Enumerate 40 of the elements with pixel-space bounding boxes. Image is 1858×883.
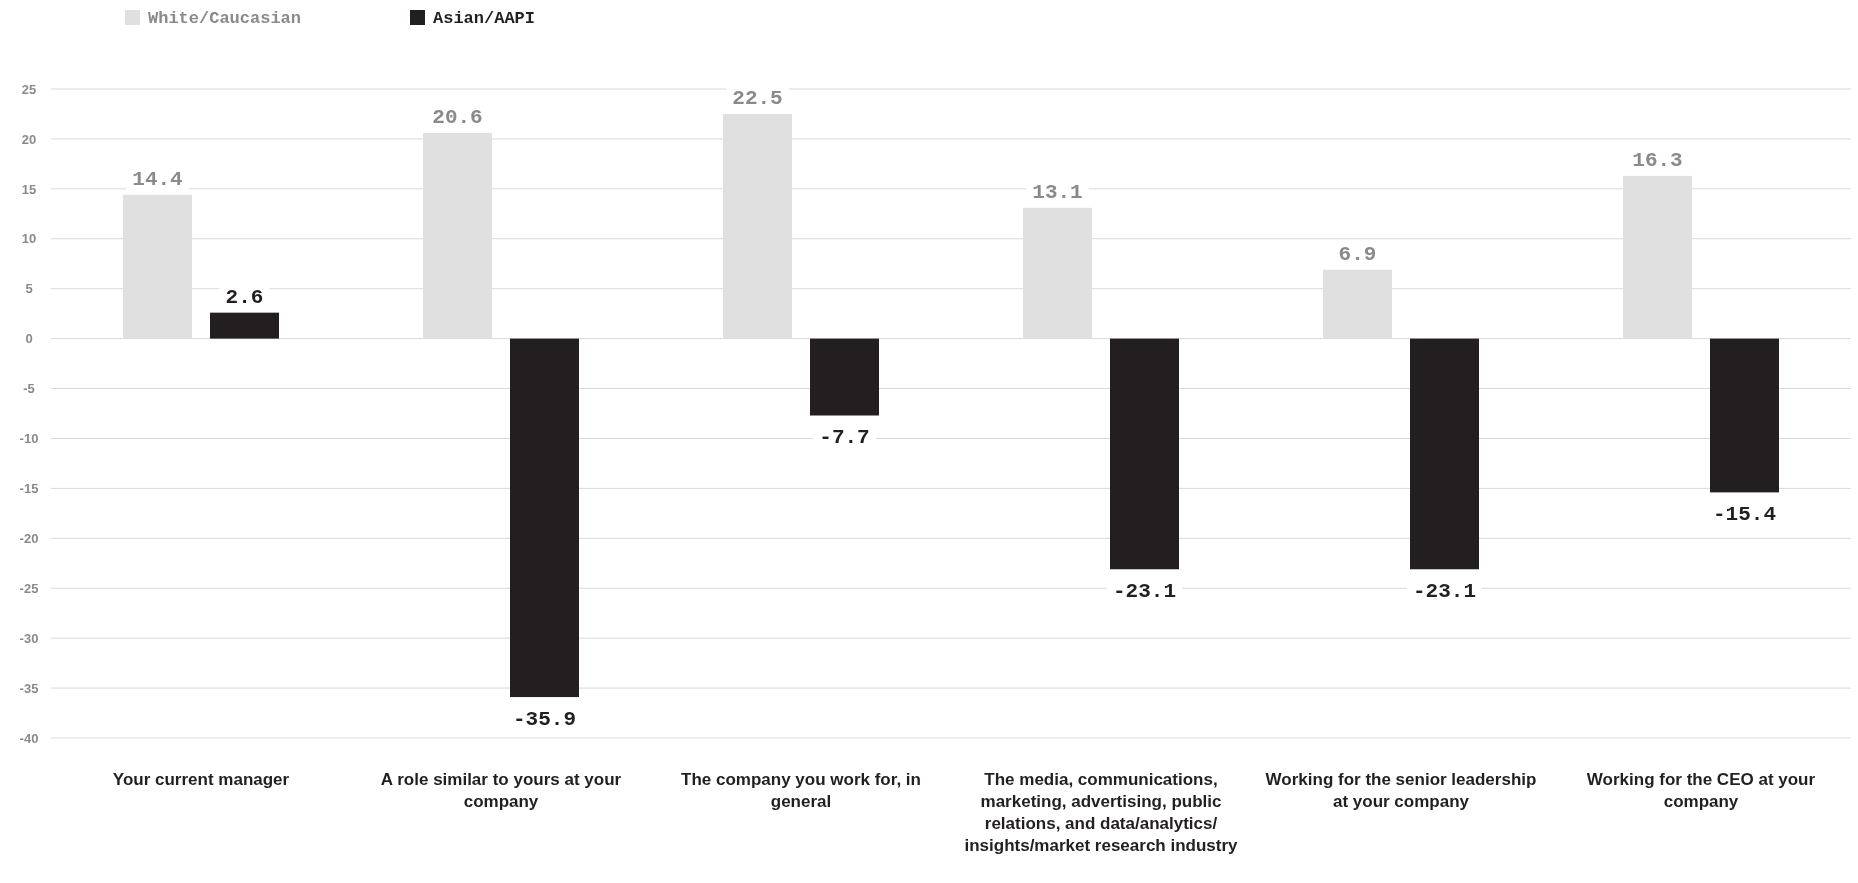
data-label: 20.6	[432, 105, 483, 129]
data-label: 22.5	[732, 86, 783, 110]
legend-label: Asian/AAPI	[433, 9, 536, 28]
y-tick-label: -30	[19, 630, 39, 646]
data-label: -23.1	[1412, 580, 1477, 604]
x-tick-label: Your current manager	[112, 770, 290, 789]
data-label: 14.4	[132, 167, 183, 191]
y-tick-label: -15	[19, 481, 39, 497]
y-tick-label: 0	[25, 331, 33, 347]
y-tick-label: 25	[21, 81, 37, 97]
data-label: 6.9	[1338, 242, 1377, 266]
x-tick-label: Working for the CEO at your company	[1586, 770, 1816, 811]
data-label: -23.1	[1112, 580, 1177, 604]
bar	[810, 338, 879, 416]
y-tick-label: -25	[19, 580, 39, 596]
y-tick-label: 15	[21, 181, 37, 197]
legend-label: White/Caucasian	[148, 9, 302, 28]
bar	[210, 312, 279, 339]
data-label: 2.6	[225, 285, 264, 309]
bar	[510, 338, 579, 698]
bar	[1110, 338, 1179, 570]
y-tick-label: -35	[19, 680, 39, 696]
data-label: -15.4	[1712, 503, 1777, 527]
y-tick-label: -5	[23, 381, 35, 397]
x-tick-label: Working for the senior leadership at your company	[1265, 770, 1537, 811]
bar	[1410, 338, 1479, 570]
data-label: 13.1	[1032, 180, 1083, 204]
data-label: 16.3	[1632, 148, 1683, 172]
y-tick-label: 10	[21, 231, 37, 247]
bar	[1710, 338, 1779, 493]
y-tick-label: 5	[25, 281, 33, 297]
x-tick-label: A role similar to yours at your company	[380, 770, 622, 811]
y-tick-label: -40	[19, 730, 39, 746]
y-tick-label: 20	[21, 131, 37, 147]
x-tick-label: The company you work for, in general	[681, 770, 921, 811]
data-label: -35.9	[512, 708, 577, 732]
data-label: -7.7	[819, 426, 870, 450]
x-tick-label: The media, communications, marketing, advertising, public relations, and data/analytics/ insights/market research industry	[964, 770, 1239, 855]
y-tick-label: -20	[19, 530, 39, 546]
y-tick-label: -10	[19, 431, 39, 447]
